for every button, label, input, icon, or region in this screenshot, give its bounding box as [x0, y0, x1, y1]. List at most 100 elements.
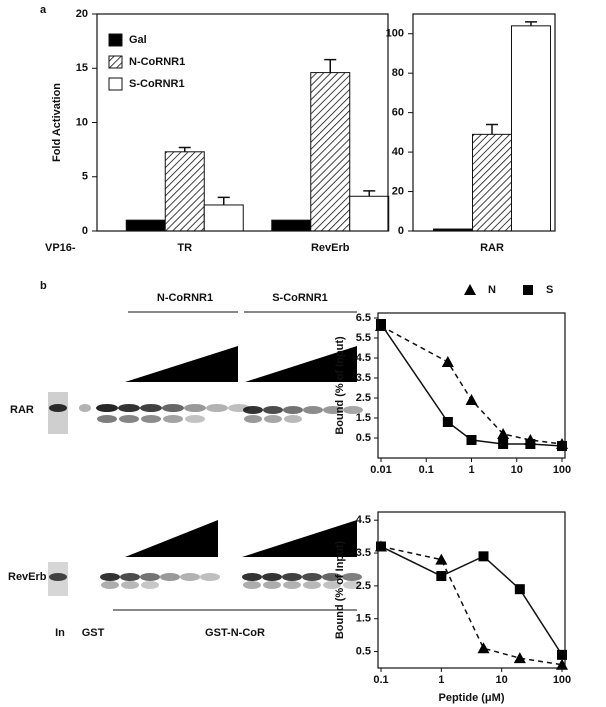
y-tick-label: 3.5 [356, 372, 371, 384]
error-bar [178, 146, 191, 152]
gel-band [120, 573, 140, 581]
bar [511, 25, 551, 232]
marker [441, 356, 454, 367]
y-tick-label: 4.5 [356, 352, 371, 364]
error-bar [525, 21, 537, 26]
gel-band [163, 415, 183, 423]
y-tick-label: 40 [392, 146, 404, 158]
bar [310, 72, 351, 232]
x-tick-label: 10 [496, 674, 508, 686]
y-tick-label: 2.5 [356, 580, 371, 592]
y-axis-label: Fold Activation [51, 83, 63, 162]
bar [203, 204, 244, 232]
x-tick-label: 1 [438, 674, 444, 686]
gel-band [343, 581, 361, 589]
x-tick-label: 100 [553, 464, 571, 476]
group-label: N-CoRNR1 [157, 292, 213, 304]
gel-band [141, 581, 159, 589]
group-label: S-CoRNR1 [272, 292, 328, 304]
legend-swatch [108, 33, 123, 47]
line [380, 325, 563, 445]
gel-band [323, 406, 343, 414]
gel-band [242, 573, 262, 581]
gel-band [244, 415, 262, 423]
row-label: RevErb [8, 571, 47, 583]
gel-band [100, 573, 120, 581]
y-tick-label: 60 [392, 107, 404, 119]
legend-label: Gal [129, 34, 147, 46]
panel-label: b [40, 280, 47, 292]
gel-band [264, 415, 282, 423]
gel-image [48, 392, 363, 596]
marker [376, 541, 386, 552]
line [380, 323, 563, 447]
legend-label: N [488, 284, 496, 296]
legend-label: S [546, 284, 553, 296]
plot-frame [377, 511, 566, 669]
legend-marker [523, 285, 533, 295]
y-tick-label: 6.5 [356, 312, 371, 324]
panel-label: a [40, 4, 47, 16]
gel-band [141, 415, 161, 423]
x-tick-label: 0.01 [370, 464, 391, 476]
legend-swatch [108, 77, 123, 91]
x-tick-label: RAR [480, 242, 504, 254]
marker [557, 649, 567, 660]
gel-band [284, 415, 302, 423]
gel-band [342, 573, 362, 581]
marker [442, 417, 453, 427]
y-tick-label: 3.5 [356, 547, 371, 559]
plot-frame [377, 312, 566, 459]
y-tick-label: 0.5 [356, 645, 371, 657]
wedge [242, 520, 357, 557]
x-prefix: VP16- [45, 242, 76, 254]
gel-band [263, 581, 281, 589]
legend-label: S-CoRNR1 [129, 78, 185, 90]
gel-band [243, 406, 263, 414]
legend-swatch [108, 55, 123, 69]
legend-marker [464, 284, 476, 295]
marker [466, 435, 477, 445]
x-axis-label: Peptide (μM) [438, 692, 504, 704]
gel-band [343, 406, 363, 414]
wedge [245, 346, 357, 382]
lane-label: GST-N-CoR [205, 627, 265, 639]
gel-band [283, 406, 303, 414]
wedge [125, 346, 238, 382]
y-tick-label: 0.5 [356, 432, 371, 444]
gel-band [96, 404, 118, 412]
gel-band [302, 573, 322, 581]
gel-band [303, 581, 321, 589]
marker [514, 584, 525, 595]
marker [525, 439, 536, 449]
gel-band [49, 573, 67, 581]
y-axis-label: Bound (% of Input) [334, 540, 346, 639]
y-tick-label: 5.5 [356, 332, 371, 344]
gel-band [49, 404, 67, 412]
gel-band [262, 573, 282, 581]
plot-frame [96, 13, 389, 232]
marker [513, 652, 526, 664]
gel-band [118, 404, 140, 412]
gel-band [140, 573, 160, 581]
y-tick-label: 15 [76, 62, 88, 74]
line [380, 545, 563, 666]
error-bar [363, 190, 376, 197]
gel-band [162, 404, 184, 412]
bar [125, 219, 166, 232]
y-tick-label: 10 [76, 116, 88, 128]
gel-band [206, 404, 228, 412]
marker [465, 394, 478, 405]
gel-band [160, 573, 180, 581]
wedge [125, 520, 218, 557]
y-tick-label: 2.5 [356, 392, 371, 404]
gel-band [79, 404, 91, 412]
gel-band [121, 581, 139, 589]
gel-band [323, 581, 341, 589]
x-tick-label: 1 [468, 464, 474, 476]
gel-band [101, 581, 119, 589]
y-tick-label: 0 [398, 225, 404, 237]
gel-band [200, 573, 220, 581]
gel-band [184, 404, 206, 412]
